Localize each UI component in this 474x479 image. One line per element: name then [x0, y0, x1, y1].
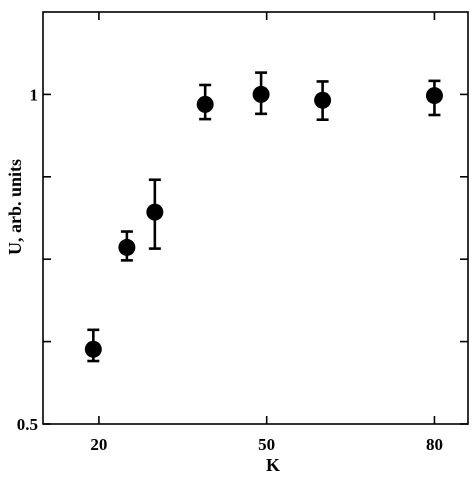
data-points	[84, 71, 443, 363]
data-point	[146, 178, 164, 250]
data-marker	[314, 91, 332, 109]
y-tick-label: 0.5	[17, 415, 38, 434]
data-point	[118, 230, 136, 262]
data-marker	[252, 85, 270, 103]
data-marker	[118, 238, 136, 256]
data-point	[196, 83, 214, 121]
data-marker	[146, 203, 164, 221]
data-point	[84, 328, 102, 363]
y-tick-label: 1	[30, 85, 39, 104]
data-marker	[196, 95, 214, 113]
data-point	[425, 79, 443, 117]
plot-frame	[42, 11, 469, 425]
data-point	[252, 71, 270, 116]
x-tick-label: 20	[90, 435, 107, 454]
data-marker	[425, 87, 443, 105]
data-point	[314, 80, 332, 122]
x-tick-label: 50	[258, 435, 275, 454]
y-axis-title: U, arb. units	[5, 159, 25, 255]
x-tick-label: 80	[426, 435, 443, 454]
x-axis-title: K	[266, 455, 280, 475]
data-marker	[84, 340, 102, 358]
y-axis-ticks: 0.51	[17, 85, 468, 434]
x-axis-ticks: 20 50 80	[90, 12, 443, 454]
